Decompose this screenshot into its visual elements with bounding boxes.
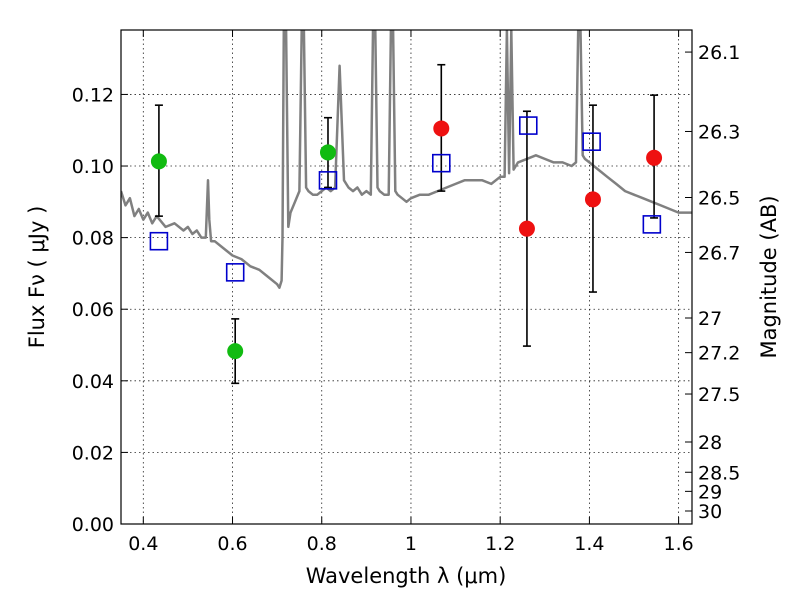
data-point-circle: [150, 153, 167, 170]
x-tick-label: 1: [405, 533, 417, 555]
y2-tick-label: 26.1: [698, 42, 740, 64]
data-point-square: [149, 231, 169, 251]
y-tick-label: 0.10: [72, 156, 114, 178]
x-axis-label: Wavelength λ (μm): [306, 564, 507, 588]
y2-tick-label: 26.5: [698, 188, 740, 210]
x-tick-label: 0.8: [307, 533, 337, 555]
y-axis-label: Flux Fν ( μJy ): [25, 206, 49, 349]
data-point-circle: [584, 191, 601, 208]
y-tick-label: 0.12: [72, 84, 114, 106]
y2-tick-label: 30: [698, 501, 722, 523]
model-spectrum-line: [121, 30, 692, 289]
y2-tick-label: 27: [698, 308, 722, 330]
plot-frame: [120, 29, 693, 525]
y2-tick-label: 27.5: [698, 384, 740, 406]
x-tick-label: 1.2: [485, 533, 515, 555]
data-point-square: [225, 263, 245, 282]
data-point-circle: [319, 144, 336, 161]
y-tick-label: 0.00: [72, 514, 114, 536]
y2-tick-label: 27.2: [698, 343, 740, 365]
data-point-square: [642, 215, 662, 234]
y-tick-label: 0.06: [72, 299, 114, 321]
data-point-circle: [518, 220, 535, 237]
y2-axis-label: Magnitude (AB): [757, 195, 781, 358]
x-tick-label: 1.4: [574, 533, 604, 555]
data-point-square: [582, 132, 601, 151]
data-point-square: [431, 153, 451, 173]
y2-tick-label: 26.7: [698, 242, 740, 264]
y-tick-label: 0.04: [72, 371, 114, 393]
data-point-square: [318, 171, 338, 190]
data-point-circle: [227, 343, 244, 360]
model-spectrum-layer: [121, 30, 692, 289]
y-tick-label: 0.08: [72, 228, 114, 250]
grid: [121, 30, 692, 524]
y2-tick-label: 28: [698, 432, 722, 454]
data-point-square: [518, 116, 538, 135]
data-point-circle: [646, 149, 663, 166]
y2-tick-label: 26.3: [698, 121, 740, 143]
data-markers: [149, 116, 663, 360]
y-tick-label: 0.02: [72, 442, 114, 464]
x-tick-label: 0.4: [128, 533, 158, 555]
data-point-circle: [433, 120, 450, 137]
y-axis-ticks: 0.00 0.02 0.04 0.06 0.08 0.10 0.12: [72, 84, 128, 536]
y2-tick-label: 28.5: [698, 462, 740, 484]
y2-tick-label: 29: [698, 481, 722, 503]
x-axis-ticks: 0.4 0.6 0.8 1 1.2 1.4 1.6: [128, 30, 694, 555]
x-tick-label: 0.6: [217, 533, 247, 555]
x-tick-label: 1.6: [664, 533, 694, 555]
